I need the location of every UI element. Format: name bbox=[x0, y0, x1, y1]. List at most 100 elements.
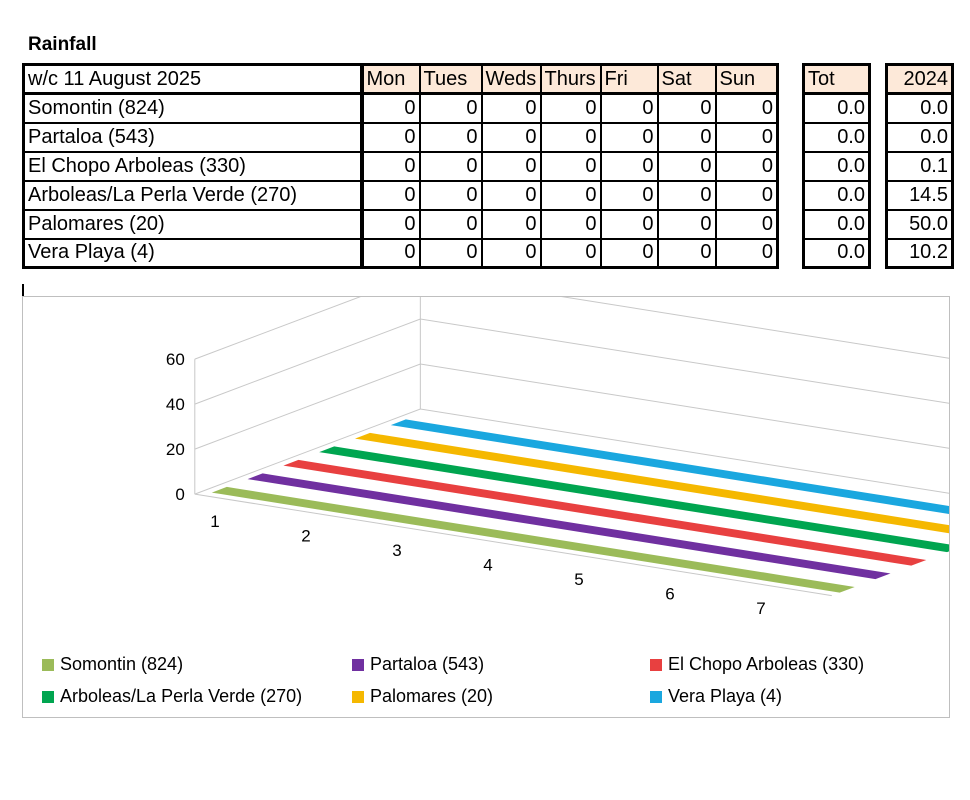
floor-edge bbox=[194, 493, 832, 597]
y-tick-label: 40 bbox=[166, 395, 185, 414]
station-name-cell: El Chopo Arboleas (330) bbox=[22, 150, 364, 182]
table-row: Somontin (824) 0 0 0 0 0 0 0 bbox=[22, 92, 779, 124]
legend-item: Partaloa (543) bbox=[352, 654, 484, 675]
table-row: 0.0 bbox=[802, 150, 871, 182]
total-value-cell: 0.0 bbox=[802, 179, 871, 211]
table-row: 14.5 bbox=[885, 179, 954, 211]
rainfall-3d-chart: 0 20 40 60 1 2 3 4 5 6 7 bbox=[166, 297, 949, 618]
station-name-cell: Partaloa (543) bbox=[22, 121, 364, 153]
table-row: 0.0 bbox=[802, 121, 871, 153]
station-name-cell: Arboleas/La Perla Verde (270) bbox=[22, 179, 364, 211]
chart-area: 0 20 40 60 1 2 3 4 5 6 7 bbox=[22, 296, 950, 718]
tot-header: Tot bbox=[802, 63, 871, 95]
legend-item: El Chopo Arboleas (330) bbox=[650, 654, 864, 675]
year-value-cell: 14.5 bbox=[885, 179, 954, 211]
day-value-cell: 0 bbox=[714, 208, 779, 240]
y-tick-label: 0 bbox=[175, 485, 184, 504]
day-value-cell: 0 bbox=[360, 121, 421, 153]
year-value-cell: 0.0 bbox=[885, 92, 954, 124]
day-value-cell: 0 bbox=[714, 121, 779, 153]
day-value-cell: 0 bbox=[418, 237, 483, 269]
series-ribbon-3 bbox=[283, 459, 927, 566]
series-ribbon-5 bbox=[354, 432, 949, 534]
day-value-cell: 0 bbox=[418, 92, 483, 124]
total-value-cell: 0.0 bbox=[802, 121, 871, 153]
day-header-fri: Fri bbox=[599, 63, 659, 95]
day-value-cell: 0 bbox=[539, 237, 602, 269]
legend-label: Palomares (20) bbox=[370, 686, 494, 706]
series-ribbon-2 bbox=[247, 473, 891, 580]
gridline bbox=[194, 297, 949, 360]
series-ribbon-1 bbox=[211, 486, 855, 593]
x-tick-label: 1 bbox=[210, 512, 219, 531]
station-name-cell: Palomares (20) bbox=[22, 208, 364, 240]
total-value-cell: 0.0 bbox=[802, 208, 871, 240]
year-value-cell: 50.0 bbox=[885, 208, 954, 240]
total-value-cell: 0.0 bbox=[802, 92, 871, 124]
table-row: Vera Playa (4) 0 0 0 0 0 0 0 bbox=[22, 237, 779, 269]
table-row: Partaloa (543) 0 0 0 0 0 0 0 bbox=[22, 121, 779, 153]
day-value-cell: 0 bbox=[599, 208, 659, 240]
year-2024-column-table: 2024 0.0 0.0 0.1 14.5 50.0 10.2 bbox=[885, 63, 954, 269]
day-value-cell: 0 bbox=[714, 179, 779, 211]
day-value-cell: 0 bbox=[656, 121, 717, 153]
total-value-cell: 0.0 bbox=[802, 237, 871, 269]
day-header-sat: Sat bbox=[656, 63, 717, 95]
year-value-cell: 0.0 bbox=[885, 121, 954, 153]
day-value-cell: 0 bbox=[599, 92, 659, 124]
day-value-cell: 0 bbox=[656, 179, 717, 211]
x-tick-label: 2 bbox=[301, 527, 310, 546]
legend-label: Partaloa (543) bbox=[370, 654, 485, 674]
rainfall-daily-table: w/c 11 August 2025 Mon Tues Weds Thurs F… bbox=[22, 63, 779, 269]
legend-swatch bbox=[352, 690, 364, 703]
y-tick-label: 20 bbox=[166, 440, 185, 459]
week-label: w/c 11 August 2025 bbox=[22, 63, 364, 95]
table-header-row: w/c 11 August 2025 Mon Tues Weds Thurs F… bbox=[22, 63, 779, 95]
day-header-mon: Mon bbox=[360, 63, 421, 95]
day-header-sun: Sun bbox=[714, 63, 779, 95]
legend-swatch bbox=[352, 658, 364, 671]
day-value-cell: 0 bbox=[599, 237, 659, 269]
station-name-cell: Somontin (824) bbox=[22, 92, 364, 124]
day-value-cell: 0 bbox=[418, 121, 483, 153]
table-row: Arboleas/La Perla Verde (270) 0 0 0 0 0 0 0 bbox=[22, 179, 779, 211]
day-value-cell: 0 bbox=[539, 150, 602, 182]
year-value-cell: 10.2 bbox=[885, 237, 954, 269]
legend-item: Palomares (20) bbox=[352, 686, 493, 707]
day-value-cell: 0 bbox=[539, 179, 602, 211]
year-header: 2024 bbox=[885, 63, 954, 95]
day-value-cell: 0 bbox=[714, 92, 779, 124]
table-row: 0.0 bbox=[802, 92, 871, 124]
day-value-cell: 0 bbox=[360, 92, 421, 124]
day-value-cell: 0 bbox=[539, 208, 602, 240]
day-value-cell: 0 bbox=[360, 237, 421, 269]
legend-item: Vera Playa (4) bbox=[650, 686, 782, 707]
day-value-cell: 0 bbox=[418, 179, 483, 211]
x-tick-label: 6 bbox=[665, 585, 674, 604]
series-ribbon-6 bbox=[390, 419, 949, 515]
day-value-cell: 0 bbox=[360, 150, 421, 182]
day-value-cell: 0 bbox=[714, 150, 779, 182]
table-row: 0.0 bbox=[802, 208, 871, 240]
legend-label: Vera Playa (4) bbox=[668, 686, 783, 706]
total-column-table: Tot 0.0 0.0 0.0 0.0 0.0 0.0 bbox=[802, 63, 871, 269]
day-value-cell: 0 bbox=[418, 150, 483, 182]
legend-swatch bbox=[42, 690, 54, 703]
day-value-cell: 0 bbox=[480, 92, 542, 124]
total-value-cell: 0.0 bbox=[802, 150, 871, 182]
x-tick-label: 3 bbox=[392, 541, 401, 560]
day-value-cell: 0 bbox=[480, 179, 542, 211]
y-tick-label: 60 bbox=[166, 350, 185, 369]
legend-label: Somontin (824) bbox=[60, 654, 184, 674]
day-header-weds: Weds bbox=[480, 63, 542, 95]
day-header-tues: Tues bbox=[418, 63, 483, 95]
legend-swatch bbox=[650, 690, 662, 703]
day-value-cell: 0 bbox=[599, 179, 659, 211]
gridline bbox=[194, 318, 949, 405]
chart-legend: Somontin (824) Partaloa (543) El Chopo Arb… bbox=[22, 650, 950, 710]
table-row: 0.0 bbox=[802, 179, 871, 211]
table-row: 0.1 bbox=[885, 150, 954, 182]
day-value-cell: 0 bbox=[480, 121, 542, 153]
year-value-cell: 0.1 bbox=[885, 150, 954, 182]
day-value-cell: 0 bbox=[360, 179, 421, 211]
